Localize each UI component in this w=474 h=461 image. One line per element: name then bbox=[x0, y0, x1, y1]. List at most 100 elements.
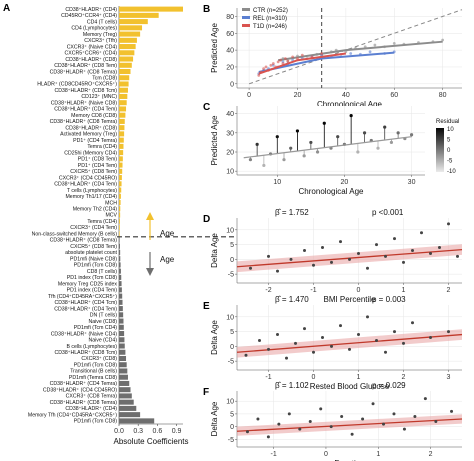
y-tick-label: 5 bbox=[230, 411, 234, 418]
bar bbox=[119, 125, 125, 131]
bar-label: Transitional (B cells) bbox=[70, 369, 117, 375]
data-point bbox=[321, 336, 324, 339]
bar bbox=[119, 312, 124, 318]
bar-label: Tfh (CD4⁺CD45RA⁺CXCR5⁺) bbox=[48, 294, 117, 300]
bar-label: CD38⁺HLADR⁺ (CD4 CD45RO) bbox=[43, 387, 117, 393]
beta-text: β̂ = 1.470 bbox=[275, 295, 309, 304]
bar-label: B cells (Lymphocytes) bbox=[66, 344, 117, 350]
bar bbox=[119, 237, 120, 243]
beta-text: β̂ = 1.102 bbox=[275, 381, 309, 390]
data-point bbox=[441, 38, 445, 42]
bar-label: CD4 (T cells) bbox=[87, 19, 117, 25]
y-tick-label: -5 bbox=[228, 359, 234, 366]
bar bbox=[119, 25, 143, 31]
bar bbox=[119, 299, 123, 305]
legend-swatch bbox=[242, 16, 250, 19]
age-label-up: Age bbox=[160, 229, 175, 238]
panel-letter: E bbox=[203, 301, 210, 312]
bar bbox=[119, 418, 155, 424]
bar-label: PD1mfi (Tcm CD8) bbox=[74, 419, 118, 425]
data-point bbox=[402, 341, 405, 345]
bar bbox=[119, 137, 124, 143]
bar-label: PD1mfi (Tcm CD4) bbox=[74, 325, 118, 331]
data-point bbox=[392, 41, 396, 45]
y-tick-label: 5 bbox=[230, 329, 234, 336]
data-point bbox=[285, 356, 288, 360]
y-axis-title: Predicted Age bbox=[210, 23, 219, 73]
bar bbox=[119, 362, 127, 368]
bar bbox=[119, 374, 128, 380]
bar bbox=[119, 106, 127, 112]
bar bbox=[119, 349, 126, 355]
y-tick-label: 40 bbox=[226, 111, 234, 118]
bar-label: Non-class-switched Memory (B cells) bbox=[32, 231, 118, 237]
data-point bbox=[383, 125, 387, 129]
bar bbox=[119, 331, 125, 337]
data-point bbox=[340, 414, 344, 418]
bar bbox=[119, 405, 137, 411]
plot-background bbox=[237, 8, 462, 88]
data-point bbox=[298, 427, 302, 431]
bar-label: CD38⁺HLADR⁺ (Naive CD4) bbox=[51, 331, 118, 337]
bar-label: CXCR5⁺CCR6⁺ (CD4) bbox=[65, 51, 118, 57]
bar bbox=[119, 81, 129, 87]
bar-label: CD38⁺HLADR⁺ (CD4 Tem) bbox=[54, 182, 117, 188]
bar bbox=[119, 368, 128, 374]
bar-label: CD38⁺HLADR⁺ (CD8 Temra) bbox=[50, 400, 118, 406]
bar-label: Memory (Treg) bbox=[83, 32, 117, 38]
x-tick-label: 60 bbox=[390, 92, 398, 99]
data-point bbox=[320, 52, 324, 55]
data-point bbox=[330, 260, 333, 264]
data-point bbox=[276, 333, 279, 337]
bar-label: CD38⁺HLADR⁺ (CD8 Tcm) bbox=[55, 350, 118, 356]
data-point bbox=[348, 257, 351, 261]
data-point bbox=[271, 62, 275, 65]
bar bbox=[119, 37, 137, 43]
data-point bbox=[375, 338, 378, 342]
data-point bbox=[349, 113, 353, 118]
data-point bbox=[300, 53, 304, 57]
data-point bbox=[373, 43, 377, 47]
data-point bbox=[392, 412, 396, 416]
panel-f: F -1 0 1 2 -5 0 5 10 Duration Delta Age β̂ = 1.102 p… bbox=[203, 381, 463, 461]
bar-label: CXCR3⁺ (CD4 CD45RO) bbox=[59, 175, 117, 181]
data-point bbox=[309, 140, 313, 145]
data-point bbox=[402, 260, 405, 264]
data-point bbox=[277, 422, 281, 426]
data-point bbox=[303, 249, 306, 252]
bar-label: CXCR5⁺ (CD8 Tem) bbox=[70, 169, 117, 175]
data-point bbox=[393, 330, 396, 334]
x-tick-label: 2 bbox=[447, 287, 451, 294]
bar-label: CD38⁺HLADR⁺ (CD8 Tcm) bbox=[55, 88, 118, 94]
bar-label: CXCR3⁺ (CD8 Temra) bbox=[66, 394, 118, 400]
bar-label: PD1mfi (Temra CD8) bbox=[69, 375, 117, 381]
legend-label: T1D (n=246) bbox=[253, 24, 287, 30]
bar bbox=[119, 50, 135, 56]
data-point bbox=[447, 330, 450, 334]
data-point bbox=[375, 243, 378, 247]
data-point bbox=[402, 427, 406, 431]
x-tick-label: 40 bbox=[342, 92, 350, 99]
y-tick-label: 0 bbox=[230, 424, 234, 431]
fit-line bbox=[243, 136, 412, 159]
x-tick-label: 1 bbox=[402, 287, 406, 294]
data-point bbox=[262, 67, 266, 71]
y-tick-label: 80 bbox=[226, 14, 234, 21]
y-tick-label: -5 bbox=[228, 437, 234, 444]
data-point bbox=[289, 257, 293, 261]
bar bbox=[119, 156, 123, 162]
data-point bbox=[321, 246, 324, 250]
bar bbox=[119, 318, 124, 324]
x-tick-label: 0.3 bbox=[133, 428, 143, 435]
bar bbox=[119, 243, 120, 249]
data-point bbox=[282, 158, 286, 162]
bar bbox=[119, 293, 123, 299]
data-point bbox=[256, 417, 260, 421]
bar bbox=[119, 100, 127, 106]
data-point bbox=[312, 350, 315, 354]
data-point bbox=[287, 412, 291, 416]
data-point bbox=[384, 254, 387, 258]
bar bbox=[119, 206, 121, 212]
y-tick-label: 20 bbox=[226, 150, 234, 157]
legend-label: CTR (n=252) bbox=[253, 8, 288, 14]
